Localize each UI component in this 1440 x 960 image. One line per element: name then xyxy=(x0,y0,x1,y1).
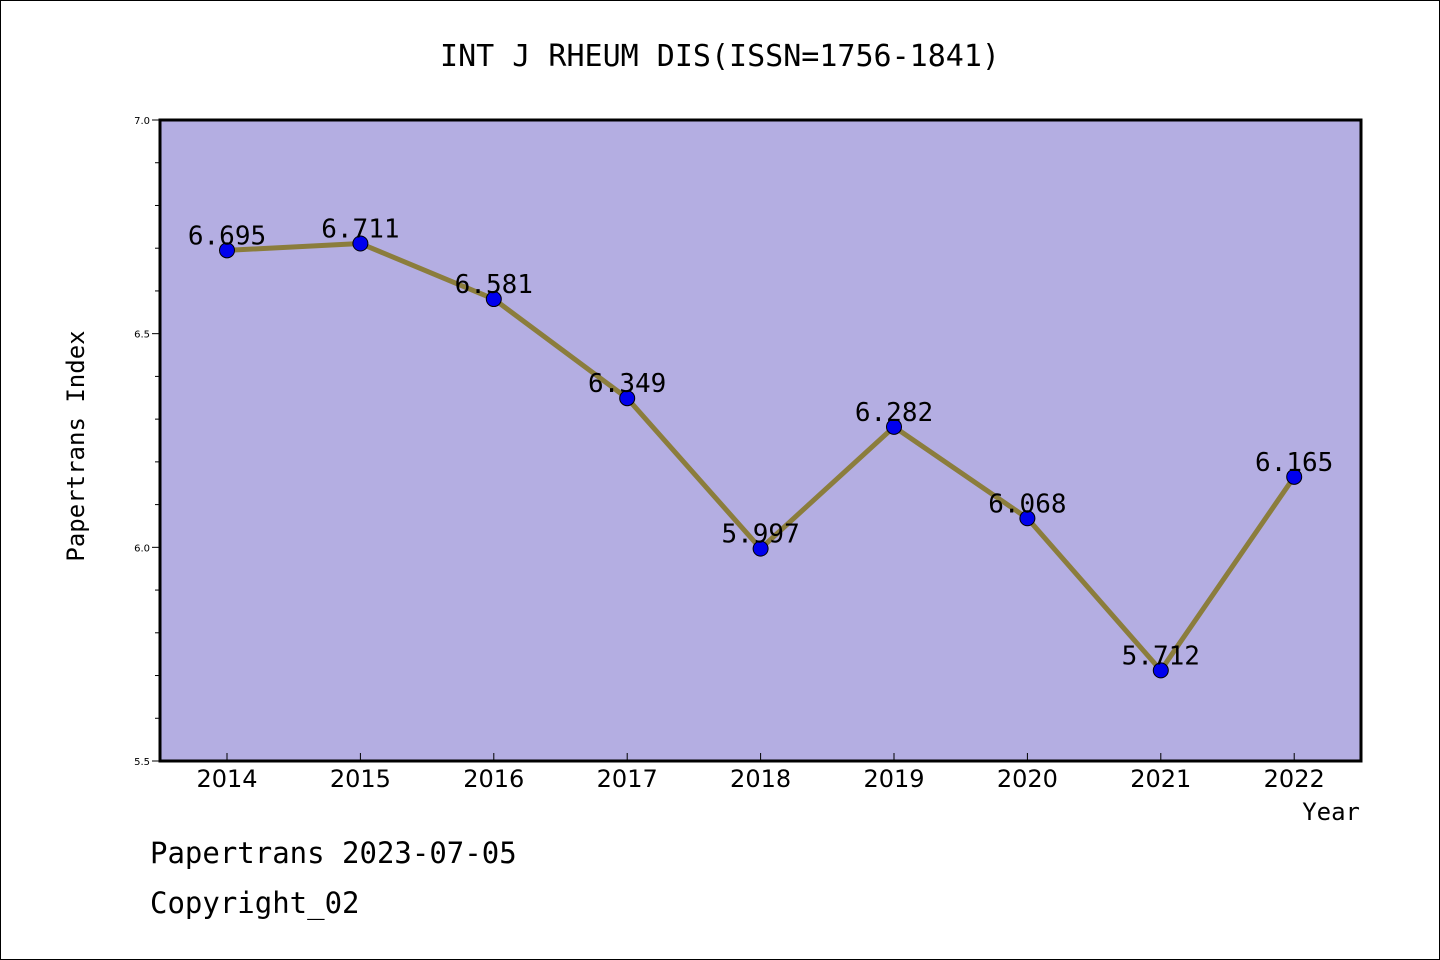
x-tick-label: 2016 xyxy=(463,765,524,793)
data-label: 6.581 xyxy=(455,270,533,300)
x-axis-label: Year xyxy=(1302,798,1360,826)
data-labels: 6.695 6.711 6.581 6.349 5.997 6.282 6.068 5.712… xyxy=(188,214,1333,671)
x-tick-label: 2015 xyxy=(330,765,391,793)
x-tick-label: 2020 xyxy=(997,765,1058,793)
y-tick-label: 6.5 xyxy=(134,330,150,341)
data-label: 6.068 xyxy=(988,489,1066,519)
plot-area xyxy=(158,118,1363,763)
x-axis: 2014 2015 2016 2017 2018 2019 2020 2021 2022 xyxy=(196,753,1325,793)
chart-title: INT J RHEUM DIS(ISSN=1756-1841) xyxy=(440,39,1000,74)
y-tick-label: 7.0 xyxy=(134,116,150,127)
x-tick-label: 2022 xyxy=(1264,765,1325,793)
data-point xyxy=(485,291,502,308)
data-label: 6.711 xyxy=(321,214,399,244)
data-label: 6.282 xyxy=(855,398,933,428)
data-label: 6.165 xyxy=(1255,448,1333,478)
data-point xyxy=(886,418,902,435)
y-tick-label: 6.0 xyxy=(134,543,150,554)
x-tick-label: 2019 xyxy=(863,765,924,793)
x-tick-label: 2021 xyxy=(1130,765,1191,793)
data-point xyxy=(1019,510,1036,527)
data-label: 5.712 xyxy=(1122,641,1200,671)
footer-copyright: Copyright_02 xyxy=(150,886,360,920)
data-point xyxy=(619,390,636,407)
data-point xyxy=(1286,468,1303,485)
y-axis: 5.5 6.0 6.5 7.0 xyxy=(134,116,160,768)
data-point xyxy=(1152,662,1169,679)
y-axis-label: Papertrans Index xyxy=(62,330,90,561)
data-point xyxy=(352,235,369,252)
footer-date: Papertrans 2023-07-05 xyxy=(150,836,517,870)
data-points xyxy=(219,235,1303,679)
y-tick-label: 5.5 xyxy=(134,757,150,768)
x-tick-label: 2017 xyxy=(597,765,658,793)
x-tick-label: 2014 xyxy=(196,765,257,793)
data-label: 5.997 xyxy=(721,520,799,550)
x-tick-label: 2018 xyxy=(730,765,791,793)
data-label: 6.349 xyxy=(588,369,666,399)
data-point xyxy=(219,242,235,259)
data-point xyxy=(752,540,769,557)
data-label: 6.695 xyxy=(188,221,266,251)
